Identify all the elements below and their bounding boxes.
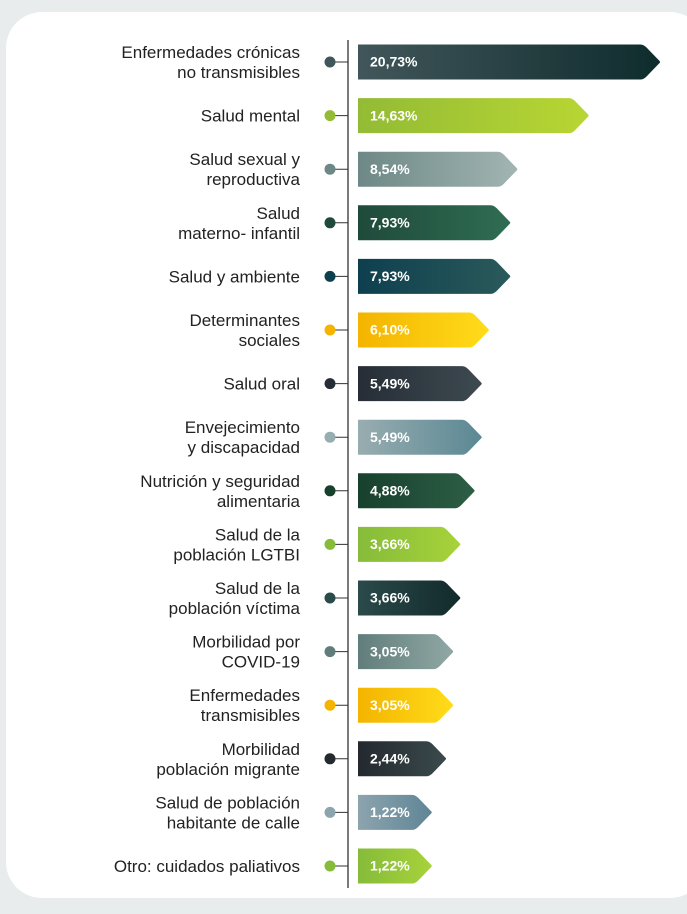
- category-label: Enfermedades crónicas no transmisibles: [121, 43, 300, 82]
- dot: [324, 324, 336, 336]
- dot: [324, 860, 336, 872]
- category-line: Salud de la: [215, 525, 301, 544]
- dot: [324, 378, 336, 390]
- category-label: Salud mental: [201, 107, 300, 126]
- dot: [324, 431, 336, 443]
- category-line: Nutrición y seguridad: [140, 472, 300, 491]
- category-line: Determinantes: [189, 311, 300, 330]
- category-line: Morbilidad por: [192, 633, 300, 652]
- bar: [358, 205, 511, 241]
- category-line: Salud sexual y: [189, 150, 300, 169]
- category-line: COVID-19: [222, 653, 300, 672]
- dot: [324, 217, 336, 229]
- value-label: 3,66%: [370, 536, 410, 552]
- dot: [324, 753, 336, 765]
- category-line: transmisibles: [201, 706, 300, 725]
- category-line: y discapacidad: [188, 438, 300, 457]
- dot: [324, 163, 336, 175]
- category-label: Salud oral: [223, 375, 300, 394]
- category-line: Salud oral: [223, 375, 300, 394]
- category-label: Salud y ambiente: [169, 267, 300, 286]
- category-line: sociales: [239, 331, 300, 350]
- category-line: población migrante: [156, 760, 300, 779]
- value-label: 5,49%: [370, 375, 410, 391]
- category-label: Nutrición y seguridad alimentaria: [140, 472, 300, 511]
- bar: [358, 580, 461, 616]
- card: [6, 12, 687, 898]
- dot: [324, 806, 336, 818]
- value-label: 7,93%: [370, 268, 410, 284]
- category-line: Morbilidad: [222, 740, 300, 759]
- category-label: Determinantes sociales: [189, 311, 300, 350]
- value-label: 20,73%: [370, 54, 418, 70]
- category-line: Enfermedades: [189, 686, 300, 705]
- value-label: 5,49%: [370, 429, 410, 445]
- category-label: Morbilidad población migrante: [156, 740, 300, 779]
- value-label: 8,54%: [370, 161, 410, 177]
- category-line: Salud de población: [155, 793, 300, 812]
- category-label: Salud de la población LGTBI: [173, 525, 300, 564]
- value-label: 14,63%: [370, 107, 418, 123]
- category-label: Salud de población habitante de calle: [155, 793, 300, 832]
- bar: [358, 687, 454, 723]
- category-line: Salud: [257, 204, 300, 223]
- dot: [324, 110, 336, 122]
- category-label: Salud de la población víctima: [169, 579, 301, 618]
- value-label: 2,44%: [370, 751, 410, 767]
- bar: [358, 634, 454, 670]
- category-line: materno- infantil: [178, 224, 300, 243]
- category-line: habitante de calle: [167, 813, 300, 832]
- dot: [324, 699, 336, 711]
- category-label: Enfermedades transmisibles: [189, 686, 300, 725]
- bar: [358, 741, 447, 777]
- category-line: Otro: cuidados paliativos: [114, 857, 300, 876]
- dot: [324, 485, 336, 497]
- category-line: Enfermedades crónicas: [121, 43, 300, 62]
- category-label: Envejecimiento y discapacidad: [185, 418, 300, 457]
- category-label: Morbilidad por COVID-19: [192, 633, 300, 672]
- bar: [358, 848, 432, 884]
- category-label: Salud materno- infantil: [178, 204, 300, 243]
- bar: [358, 98, 589, 134]
- bar: [358, 526, 461, 562]
- category-label: Salud sexual y reproductiva: [189, 150, 300, 189]
- category-line: población víctima: [169, 599, 301, 618]
- dot: [324, 592, 336, 604]
- bar: [358, 473, 475, 509]
- value-label: 7,93%: [370, 215, 410, 231]
- category-line: alimentaria: [217, 492, 301, 511]
- value-label: 3,05%: [370, 697, 410, 713]
- bar: [358, 44, 661, 80]
- bar: [358, 419, 482, 455]
- value-label: 1,22%: [370, 804, 410, 820]
- bar: [358, 151, 518, 187]
- dot: [324, 646, 336, 658]
- bar: [358, 794, 432, 830]
- category-line: reproductiva: [206, 170, 300, 189]
- category-line: Envejecimiento: [185, 418, 300, 437]
- category-line: Salud y ambiente: [169, 267, 300, 286]
- bar: [358, 258, 511, 294]
- category-line: Salud de la: [215, 579, 301, 598]
- value-label: 3,05%: [370, 643, 410, 659]
- category-line: población LGTBI: [173, 545, 300, 564]
- value-label: 1,22%: [370, 858, 410, 874]
- category-label: Otro: cuidados paliativos: [114, 857, 300, 876]
- value-label: 6,10%: [370, 322, 410, 338]
- dot: [324, 270, 336, 282]
- bar: [358, 366, 482, 402]
- value-label: 4,88%: [370, 483, 410, 499]
- bar: [358, 312, 489, 348]
- dot: [324, 538, 336, 550]
- dot: [324, 56, 336, 68]
- category-line: no transmisibles: [177, 63, 300, 82]
- value-label: 3,66%: [370, 590, 410, 606]
- category-line: Salud mental: [201, 107, 300, 126]
